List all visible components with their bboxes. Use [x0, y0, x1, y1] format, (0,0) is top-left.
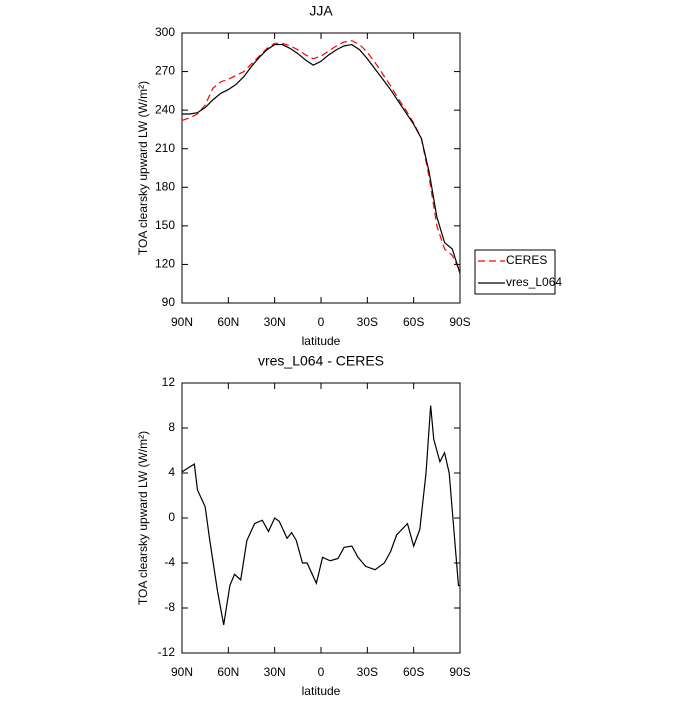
y-tick-label: 240 — [155, 102, 175, 116]
y-axis-label: TOA clearsky upward LW (W/m²) — [136, 431, 150, 605]
y-tick-label: 4 — [168, 465, 175, 479]
legend-label: vres_L064 — [506, 275, 562, 289]
y-tick-label: 90 — [162, 295, 176, 309]
x-tick-label: 30S — [357, 665, 378, 679]
y-tick-label: -8 — [164, 600, 175, 614]
y-tick-label: 210 — [155, 141, 175, 155]
chart-title: JJA — [309, 3, 333, 19]
x-tick-label: 30N — [264, 665, 286, 679]
y-tick-label: -12 — [158, 645, 176, 659]
x-tick-label: 60N — [217, 665, 239, 679]
chart-title: vres_L064 - CERES — [258, 353, 384, 369]
x-tick-label: 30N — [264, 315, 286, 329]
y-tick-label: 120 — [155, 257, 175, 271]
legend-label: CERES — [506, 253, 547, 267]
y-tick-label: 150 — [155, 218, 175, 232]
x-tick-label: 60N — [217, 315, 239, 329]
x-axis-label: latitude — [302, 684, 341, 698]
y-tick-label: 0 — [168, 510, 175, 524]
y-tick-label: 12 — [162, 375, 176, 389]
x-tick-label: 30S — [357, 315, 378, 329]
y-tick-label: 300 — [155, 25, 175, 39]
data-line — [182, 43, 461, 274]
y-tick-label: -4 — [164, 555, 175, 569]
x-tick-label: 60S — [403, 665, 424, 679]
y-axis-label: TOA clearsky upward LW (W/m²) — [136, 81, 150, 255]
data-line — [181, 40, 461, 272]
x-tick-label: 90S — [449, 665, 470, 679]
x-tick-label: 60S — [403, 315, 424, 329]
data-line — [181, 405, 460, 625]
y-tick-label: 270 — [155, 64, 175, 78]
x-tick-label: 90N — [171, 315, 193, 329]
x-tick-label: 0 — [318, 315, 325, 329]
y-tick-label: 8 — [168, 420, 175, 434]
x-tick-label: 90N — [171, 665, 193, 679]
x-tick-label: 90S — [449, 315, 470, 329]
x-tick-label: 0 — [318, 665, 325, 679]
legend-box — [474, 249, 556, 295]
plot-frame — [181, 382, 461, 654]
x-axis-label: latitude — [302, 334, 341, 348]
y-tick-label: 180 — [155, 179, 175, 193]
plot-frame — [181, 32, 461, 304]
